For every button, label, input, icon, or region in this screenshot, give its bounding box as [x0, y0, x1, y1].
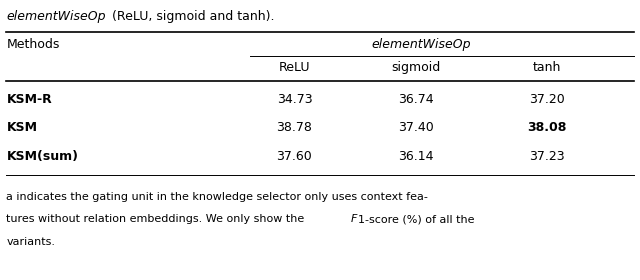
Text: elementWiseOp: elementWiseOp	[371, 38, 470, 51]
Text: 1-score (%) of all the: 1-score (%) of all the	[358, 214, 475, 224]
Text: KSM-R: KSM-R	[6, 93, 52, 106]
Text: 37.23: 37.23	[529, 150, 565, 163]
Text: a indicates the gating unit in the knowledge selector only uses context fea-: a indicates the gating unit in the knowl…	[6, 192, 428, 202]
Text: variants.: variants.	[6, 237, 56, 247]
Text: 38.78: 38.78	[276, 121, 312, 134]
Text: KSM(sum): KSM(sum)	[6, 150, 79, 163]
Text: 34.73: 34.73	[276, 93, 312, 106]
Text: F: F	[351, 214, 357, 224]
Text: KSM: KSM	[6, 121, 37, 134]
Text: elementWiseOp: elementWiseOp	[6, 10, 106, 23]
Text: (ReLU, sigmoid and tanh).: (ReLU, sigmoid and tanh).	[108, 10, 274, 23]
Text: 38.08: 38.08	[527, 121, 567, 134]
Text: 37.40: 37.40	[398, 121, 434, 134]
Text: 36.14: 36.14	[398, 150, 434, 163]
Text: tures without relation embeddings. We only show the: tures without relation embeddings. We on…	[6, 214, 308, 224]
Text: sigmoid: sigmoid	[392, 61, 440, 74]
Text: tanh: tanh	[533, 61, 561, 74]
Text: 36.74: 36.74	[398, 93, 434, 106]
Text: 37.60: 37.60	[276, 150, 312, 163]
Text: Methods: Methods	[6, 38, 60, 51]
Text: 37.20: 37.20	[529, 93, 565, 106]
Text: ReLU: ReLU	[278, 61, 310, 74]
